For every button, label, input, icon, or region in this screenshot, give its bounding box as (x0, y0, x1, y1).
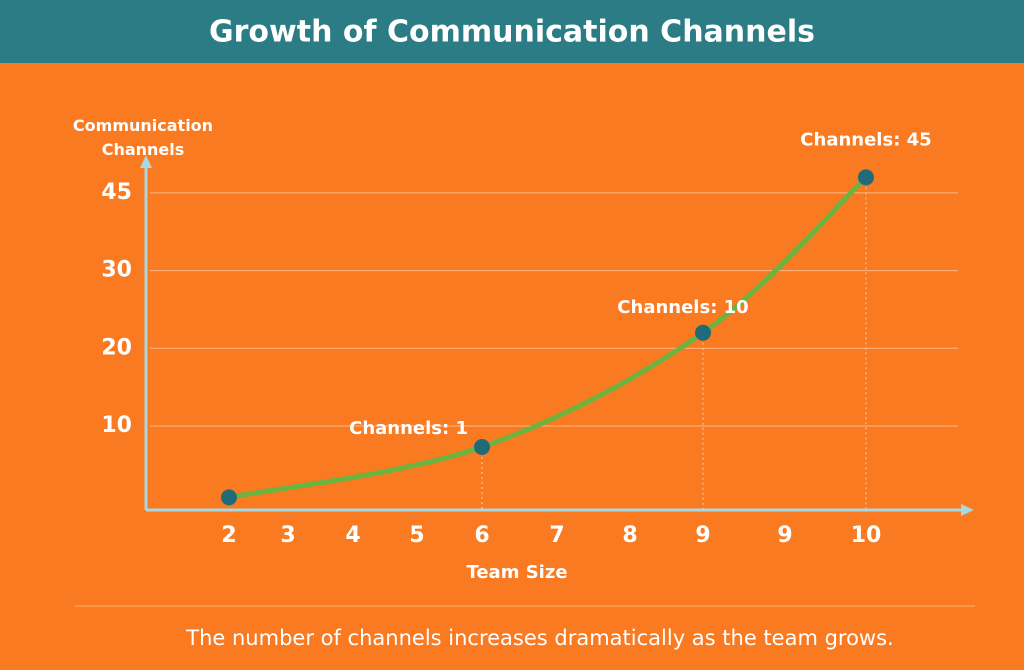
x-tick-label: 8 (622, 523, 637, 548)
x-tick-label: 5 (409, 523, 424, 548)
footnote: The number of channels increases dramati… (185, 626, 893, 650)
x-tick-label: 3 (280, 523, 295, 548)
point (474, 439, 490, 455)
x-tick-label: 9 (695, 523, 710, 548)
x-tick-label: 10 (851, 523, 882, 548)
y-tick-label: 20 (101, 335, 132, 360)
chart-title: Growth of Communication Channels (209, 15, 815, 50)
x-tick-label: 9 (777, 523, 792, 548)
y-tick-label: 30 (101, 258, 132, 283)
x-axis-arrow (961, 504, 974, 516)
annotation: Channels: 45 (800, 129, 931, 150)
y-tick-label: 10 (101, 413, 132, 438)
y-axis-arrow (140, 155, 152, 168)
point (695, 324, 711, 341)
x-tick-label: 2 (221, 523, 236, 548)
point (858, 169, 874, 186)
annotation: Channels: 1 (349, 418, 468, 439)
y-axis-label: Communication Channels (73, 116, 213, 159)
x-tick-label: 6 (474, 523, 489, 548)
header-bar (0, 0, 1024, 63)
x-tick-label: 7 (549, 523, 564, 548)
point (221, 489, 237, 506)
annotation: Channels: 10 (617, 297, 748, 318)
x-axis-label: Team Size (466, 562, 567, 583)
x-tick-label: 4 (345, 523, 360, 548)
y-tick-label: 45 (101, 180, 132, 205)
line (226, 174, 869, 500)
